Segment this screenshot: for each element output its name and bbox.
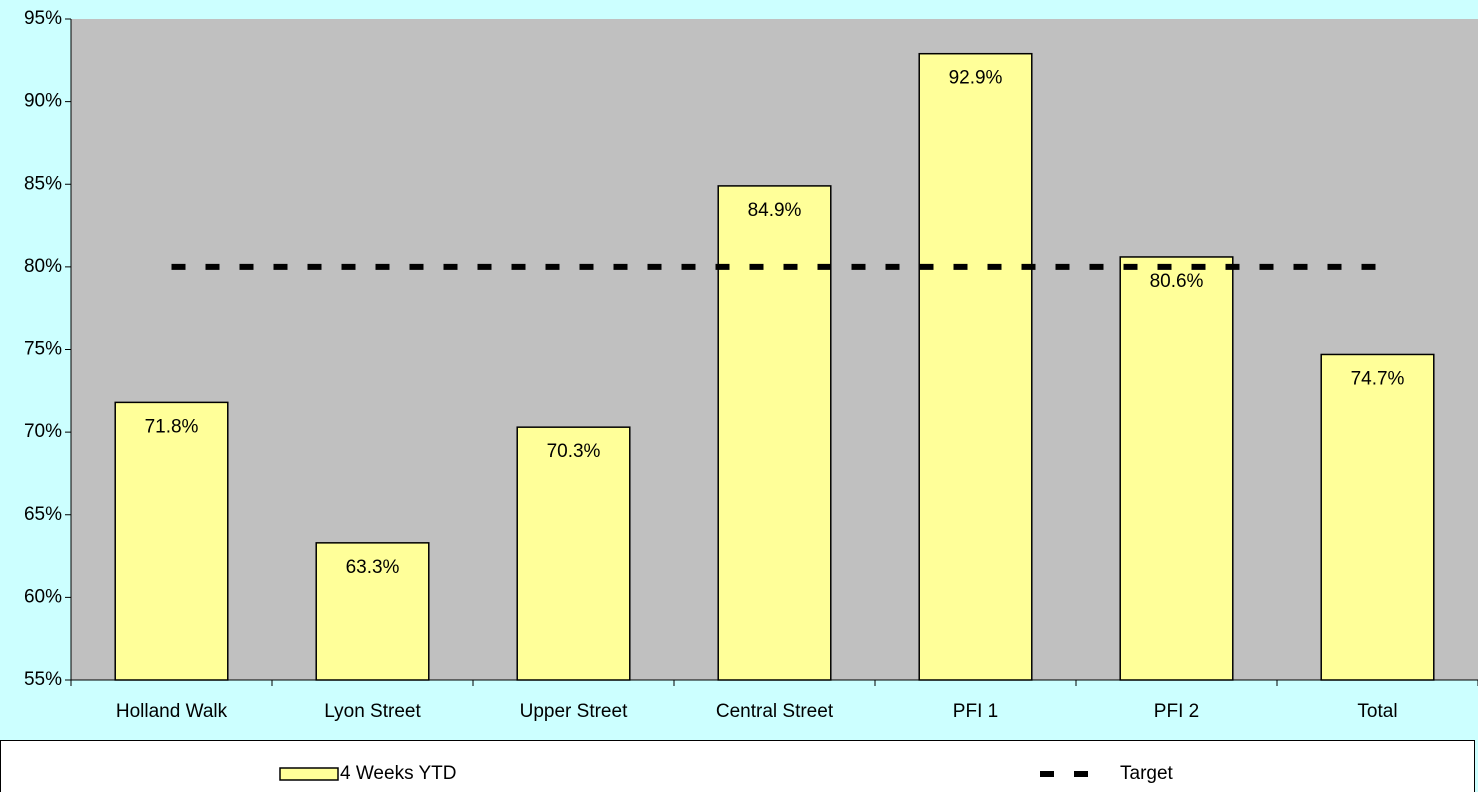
bar bbox=[516, 426, 631, 681]
y-tick-label: 65% bbox=[24, 504, 62, 525]
x-tick-label: Upper Street bbox=[520, 701, 628, 722]
x-tick-label: PFI 2 bbox=[1154, 701, 1199, 722]
x-tick-label: Holland Walk bbox=[116, 701, 228, 722]
data-label: 92.9% bbox=[949, 68, 1003, 89]
bar bbox=[918, 52, 1033, 681]
bar bbox=[114, 401, 229, 681]
x-tick-label: PFI 1 bbox=[953, 701, 998, 722]
y-tick-label: 90% bbox=[24, 91, 62, 112]
data-label: 80.6% bbox=[1150, 271, 1204, 292]
data-label: 71.8% bbox=[145, 416, 199, 437]
y-tick-label: 70% bbox=[24, 421, 62, 442]
x-tick-label: Total bbox=[1357, 701, 1397, 722]
y-tick-label: 55% bbox=[24, 669, 62, 690]
legend-label: Target bbox=[1120, 763, 1174, 784]
bar bbox=[1119, 256, 1234, 681]
x-tick-label: Lyon Street bbox=[324, 701, 421, 722]
data-label: 84.9% bbox=[748, 200, 802, 221]
bar bbox=[1320, 353, 1435, 681]
y-tick-label: 95% bbox=[24, 8, 62, 29]
data-label: 63.3% bbox=[346, 557, 400, 578]
y-tick-label: 80% bbox=[24, 256, 62, 277]
bar bbox=[315, 542, 430, 681]
x-tick-label: Central Street bbox=[716, 701, 834, 722]
y-tick-label: 85% bbox=[24, 173, 62, 194]
bar bbox=[717, 185, 832, 681]
y-tick-label: 60% bbox=[24, 586, 62, 607]
data-label: 74.7% bbox=[1351, 368, 1405, 389]
legend-swatch bbox=[279, 767, 339, 781]
legend-label: 4 Weeks YTD bbox=[340, 763, 457, 784]
data-label: 70.3% bbox=[547, 441, 601, 462]
y-tick-label: 75% bbox=[24, 339, 62, 360]
legend-box bbox=[0, 740, 1475, 792]
